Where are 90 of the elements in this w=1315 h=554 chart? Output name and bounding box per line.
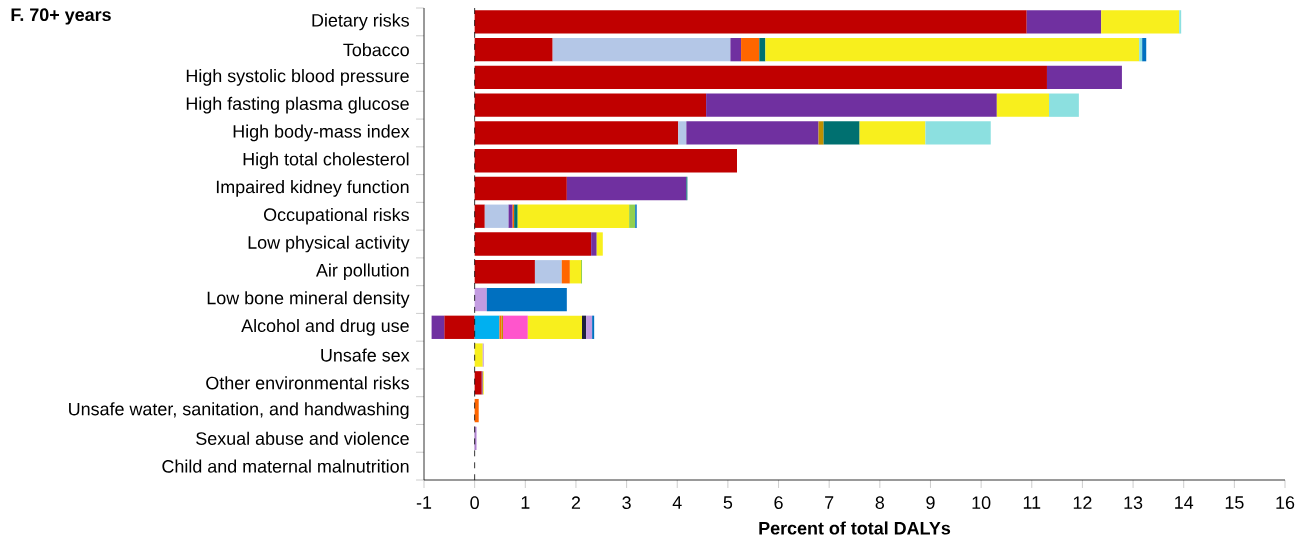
y-tick-label: High body-mass index	[233, 124, 410, 142]
bar	[1139, 37, 1143, 62]
y-tick-label: Air pollution	[315, 263, 409, 281]
bar	[474, 260, 535, 284]
y-tick-label: Sexual abuse and violence	[196, 431, 409, 445]
bar	[527, 315, 583, 339]
y-tick-label: Low bone mineral density	[207, 291, 410, 308]
bar	[474, 343, 483, 367]
x-tick-label: 11	[1023, 496, 1041, 509]
bar	[586, 315, 593, 339]
bar	[534, 260, 562, 284]
bar	[686, 121, 819, 145]
bar	[474, 398, 479, 423]
bar	[474, 121, 679, 145]
bar	[474, 287, 487, 312]
x-tick-label: 16	[1276, 496, 1295, 510]
y-tick-label: Unsafe sex	[321, 348, 410, 362]
bar	[818, 121, 824, 145]
bar	[474, 93, 707, 117]
bar	[629, 204, 636, 228]
y-tick-label: Other environmental risks	[206, 376, 409, 390]
bar	[503, 315, 528, 339]
x-tick-label: -1	[416, 496, 432, 509]
x-tick-label: 5	[723, 496, 733, 509]
bar	[484, 204, 509, 228]
bar	[592, 315, 595, 339]
bar	[474, 65, 1047, 90]
bar	[1048, 93, 1079, 117]
bar	[741, 37, 760, 62]
bar	[431, 315, 445, 339]
bar	[517, 204, 630, 228]
bar	[823, 121, 860, 145]
bar	[730, 37, 742, 62]
bar	[1179, 10, 1182, 34]
bar	[1101, 10, 1180, 34]
bar	[552, 37, 731, 62]
x-tick-label: 15	[1225, 496, 1244, 509]
x-axis-title: Percent of total DALYs	[759, 521, 951, 535]
bar	[508, 204, 513, 228]
bar	[474, 315, 500, 339]
text: F. 70+ years	[11, 8, 111, 25]
x-tick-label: 3	[622, 496, 631, 510]
y-tick-label: Occupational risks	[263, 207, 409, 225]
bar	[596, 232, 603, 256]
bar	[925, 121, 991, 145]
x-tick-label: 9	[926, 496, 935, 510]
bar	[765, 37, 1140, 62]
x-tick-label: 4	[672, 496, 682, 509]
bar	[561, 260, 570, 284]
bar	[1142, 37, 1147, 62]
x-tick-label: 0	[470, 496, 479, 510]
bar	[678, 121, 687, 145]
y-tick-label: High systolic blood pressure	[186, 69, 409, 86]
bar	[1046, 65, 1122, 90]
x-tick-label: 13	[1124, 496, 1143, 510]
y-tick-label: Dietary risks	[312, 13, 409, 31]
x-tick-label: 14	[1175, 496, 1194, 509]
bar	[591, 232, 597, 256]
y-tick-label: High total cholesterol	[243, 152, 409, 170]
y-tick-label: Low physical activity	[248, 235, 410, 253]
y-tick-label: Unsafe water, sanitation, and handwashing	[69, 402, 409, 419]
bar	[474, 232, 592, 256]
x-tick-label: 10	[972, 496, 991, 510]
bar	[474, 176, 567, 201]
bar	[859, 121, 926, 145]
bar	[569, 260, 582, 284]
x-tick-label: 6	[774, 496, 783, 510]
bar	[996, 93, 1049, 117]
bar	[474, 10, 1027, 34]
y-tick-label: Alcohol and drug use	[241, 318, 409, 336]
bar	[474, 371, 482, 395]
y-tick-label: Tobacco	[343, 43, 409, 57]
bar	[1026, 10, 1102, 34]
bar	[474, 37, 553, 62]
x-tick-label: 12	[1073, 496, 1092, 509]
x-tick-label: 1	[521, 496, 530, 509]
bar	[444, 315, 475, 339]
y-tick-label: Impaired kidney function	[216, 180, 409, 197]
bar	[582, 315, 587, 339]
bar	[474, 149, 737, 173]
y-tick-label: Child and maternal malnutrition	[162, 459, 409, 473]
x-tick-label: 7	[825, 496, 834, 509]
x-tick-label: 8	[875, 496, 885, 510]
x-tick-label: 2	[571, 496, 581, 509]
y-tick-label: High fasting plasma glucose	[186, 96, 409, 114]
bar	[759, 37, 766, 62]
bar	[566, 176, 687, 201]
bar	[706, 93, 997, 117]
bar	[474, 204, 485, 228]
bar	[486, 287, 567, 312]
